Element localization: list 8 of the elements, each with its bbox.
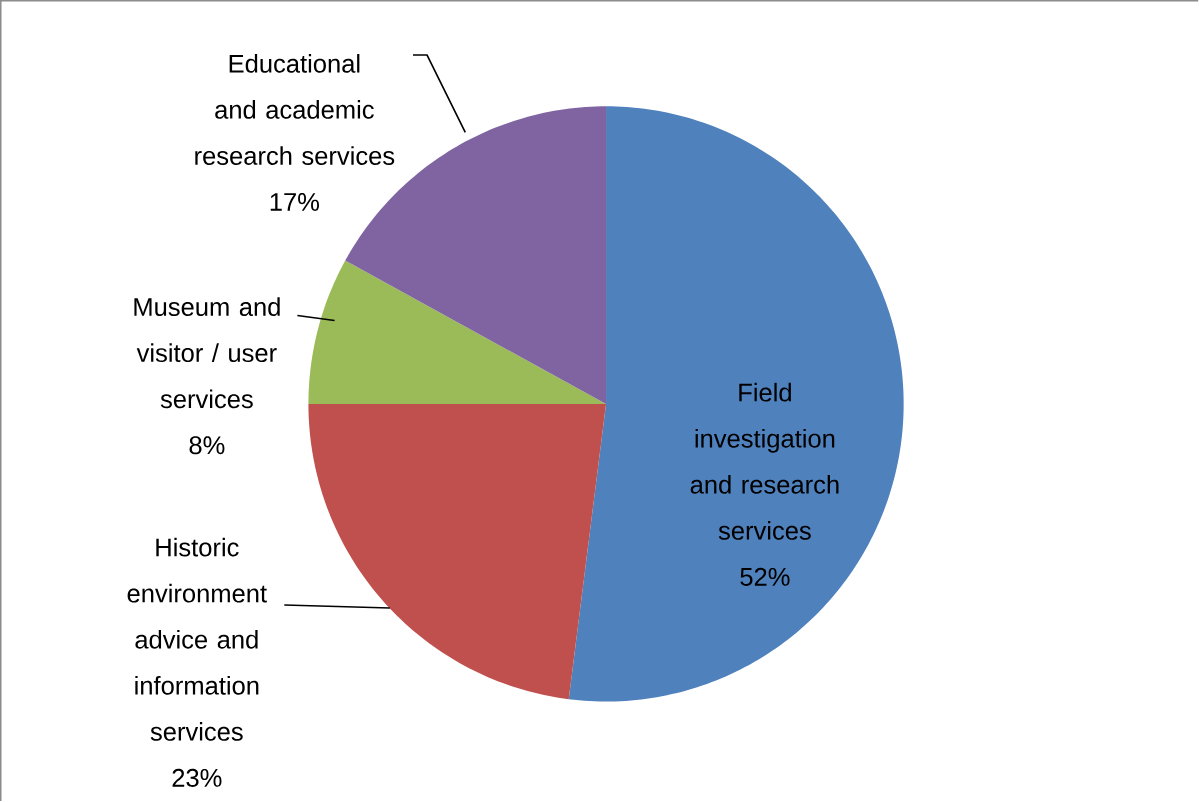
data-label: 23%: [172, 768, 222, 787]
slice-label: Field investigation and research services: [690, 382, 839, 540]
data-label: 52%: [740, 567, 790, 586]
slice-label: Educational and academic research services: [195, 54, 395, 165]
slice-label: Historic environment advice and information services: [127, 537, 267, 741]
data-label: 17%: [270, 193, 319, 211]
slice-label: Museum and visitor / user services: [134, 297, 280, 409]
data-label: 8%: [189, 436, 225, 455]
